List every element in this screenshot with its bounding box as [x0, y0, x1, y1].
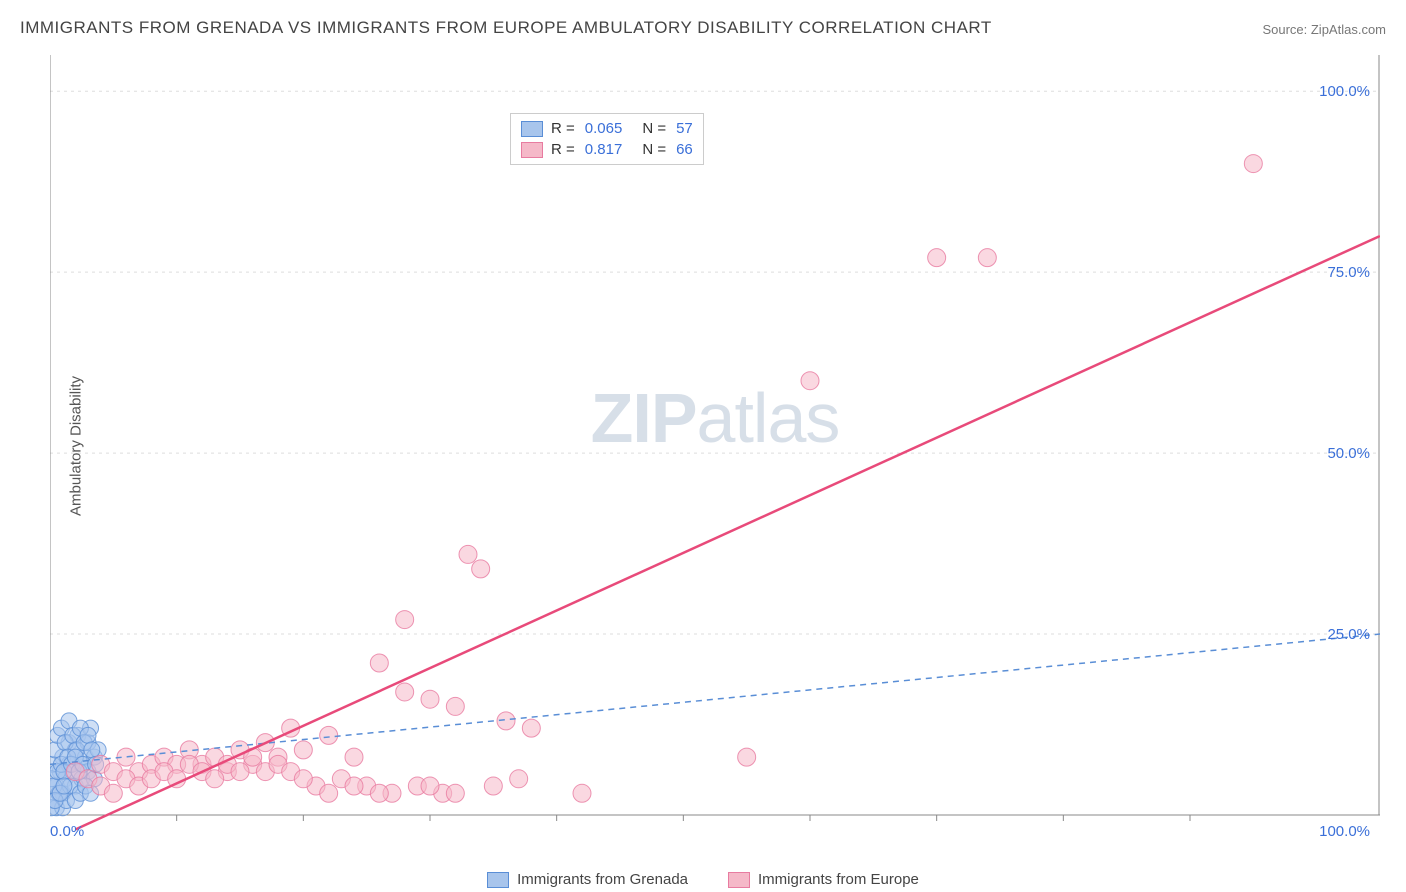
y-tick-label: 25.0%: [1327, 626, 1370, 643]
legend-label: Immigrants from Grenada: [517, 871, 688, 888]
data-point: [459, 545, 477, 563]
data-point: [206, 770, 224, 788]
data-point: [320, 726, 338, 744]
data-point: [484, 777, 502, 795]
legend-item: Immigrants from Europe: [728, 871, 919, 888]
data-point: [396, 683, 414, 701]
data-point: [738, 748, 756, 766]
data-point: [294, 770, 312, 788]
data-point: [345, 748, 363, 766]
legend-swatch: [521, 121, 543, 137]
legend-bottom: Immigrants from Grenada Immigrants from E…: [0, 871, 1406, 888]
data-point: [56, 778, 72, 794]
data-point: [421, 777, 439, 795]
legend-swatch: [487, 872, 509, 888]
y-tick-label: 100.0%: [1319, 83, 1370, 100]
data-point: [1244, 155, 1262, 173]
chart-title: IMMIGRANTS FROM GRENADA VS IMMIGRANTS FR…: [20, 18, 992, 38]
data-point: [573, 784, 591, 802]
data-point: [801, 372, 819, 390]
legend-swatch: [728, 872, 750, 888]
data-point: [522, 719, 540, 737]
legend-swatch: [521, 142, 543, 158]
scatter-plot: [50, 55, 1380, 845]
data-point: [421, 690, 439, 708]
trend-line: [75, 236, 1380, 830]
data-point: [80, 727, 96, 743]
data-point: [231, 763, 249, 781]
legend-item: Immigrants from Grenada: [487, 871, 688, 888]
data-point: [928, 249, 946, 267]
legend-correlation-box: R =0.065N =57R =0.817N =66: [510, 113, 704, 165]
y-tick-label: 50.0%: [1327, 445, 1370, 462]
data-point: [396, 611, 414, 629]
x-tick-label: 100.0%: [1319, 823, 1370, 840]
legend-label: Immigrants from Europe: [758, 871, 919, 888]
trend-line: [50, 634, 1380, 764]
data-point: [370, 654, 388, 672]
data-point: [446, 697, 464, 715]
data-point: [472, 560, 490, 578]
data-point: [510, 770, 528, 788]
source-label: Source: ZipAtlas.com: [1262, 22, 1386, 37]
y-tick-label: 75.0%: [1327, 264, 1370, 281]
data-point: [978, 249, 996, 267]
data-point: [320, 784, 338, 802]
x-tick-label: 0.0%: [50, 823, 84, 840]
legend-correlation-row: R =0.065N =57: [521, 118, 693, 139]
data-point: [446, 784, 464, 802]
chart-area: ZIPatlas R =0.065N =57R =0.817N =66 25.0…: [50, 55, 1380, 845]
data-point: [370, 784, 388, 802]
data-point: [345, 777, 363, 795]
data-point: [294, 741, 312, 759]
legend-correlation-row: R =0.817N =66: [521, 139, 693, 160]
data-point: [104, 784, 122, 802]
